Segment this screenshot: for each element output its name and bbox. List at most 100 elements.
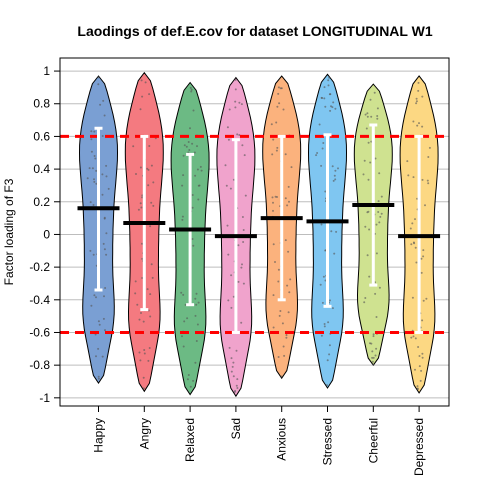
data-point	[422, 255, 425, 258]
data-point	[328, 353, 331, 356]
data-point	[415, 100, 418, 103]
data-point	[95, 182, 98, 185]
data-point	[315, 154, 318, 157]
data-point	[200, 169, 203, 172]
data-point	[230, 274, 233, 277]
data-point	[378, 221, 381, 224]
data-point	[417, 346, 420, 348]
data-point	[150, 263, 153, 266]
data-point	[194, 174, 197, 177]
data-point	[197, 301, 200, 304]
data-point	[149, 315, 152, 318]
data-point	[103, 295, 105, 298]
data-point	[238, 134, 241, 136]
data-point	[101, 173, 104, 176]
data-point	[135, 173, 137, 175]
reference-lines	[60, 134, 449, 334]
data-point	[362, 173, 365, 176]
data-point	[284, 153, 287, 156]
data-point	[189, 86, 192, 89]
data-point	[372, 363, 375, 366]
data-point	[140, 206, 143, 209]
data-point	[333, 252, 336, 255]
data-point	[227, 299, 230, 302]
data-point	[197, 198, 200, 201]
data-point	[277, 356, 280, 358]
data-point	[93, 294, 96, 297]
data-point	[226, 224, 229, 227]
data-point	[290, 166, 293, 169]
data-point	[418, 365, 421, 368]
data-point	[421, 352, 424, 355]
data-point	[97, 347, 100, 350]
data-point	[272, 243, 275, 246]
data-point	[240, 103, 243, 106]
data-point	[103, 248, 106, 251]
data-point	[151, 276, 154, 279]
data-point	[321, 97, 324, 99]
data-point	[226, 126, 229, 129]
data-point	[228, 108, 231, 111]
y-tick-label: -0.2	[29, 260, 50, 274]
data-point	[94, 333, 97, 336]
data-point	[93, 155, 96, 157]
data-point	[195, 303, 198, 306]
data-point	[320, 334, 323, 337]
data-point	[322, 142, 325, 144]
data-point	[282, 345, 285, 348]
data-point	[230, 357, 233, 360]
data-point	[198, 184, 201, 187]
data-point	[240, 266, 243, 269]
x-tick-label: Stressed	[321, 418, 335, 465]
data-point	[199, 165, 202, 168]
data-point	[101, 135, 104, 137]
data-point	[410, 243, 413, 246]
data-point	[277, 268, 280, 271]
data-point	[105, 253, 108, 256]
data-point	[375, 223, 378, 226]
data-point	[194, 297, 197, 300]
data-point	[150, 201, 153, 204]
data-point	[95, 355, 97, 358]
data-point	[374, 292, 377, 295]
data-point	[105, 175, 108, 178]
data-point	[194, 314, 197, 317]
data-point	[139, 166, 142, 169]
data-point	[415, 261, 418, 264]
data-point	[421, 125, 424, 128]
data-point	[182, 154, 185, 157]
data-point	[420, 257, 423, 260]
data-point	[191, 142, 194, 145]
x-tick-label: Happy	[92, 418, 106, 453]
data-point	[238, 101, 241, 104]
data-point	[181, 335, 183, 338]
data-point	[380, 212, 383, 215]
data-point	[224, 164, 227, 167]
data-point	[230, 306, 233, 309]
data-point	[371, 350, 374, 353]
data-point	[237, 280, 240, 283]
data-point	[152, 204, 155, 207]
data-point	[374, 157, 377, 160]
data-point	[284, 239, 287, 242]
data-point	[328, 344, 331, 347]
axis-layer: -1 -0.8 -0.6 -0.4 -0.2 0 0.2 0.4 0.6 0.8 1 Happy Ang…	[29, 64, 426, 476]
data-point	[242, 229, 245, 231]
data-point	[104, 329, 106, 332]
data-point	[186, 378, 189, 381]
x-tick-label: Depressed	[412, 418, 426, 476]
data-point	[149, 293, 152, 296]
data-point	[142, 320, 145, 323]
data-point	[97, 83, 100, 86]
data-point	[278, 102, 281, 105]
data-point	[364, 297, 367, 299]
data-point	[279, 310, 282, 312]
data-point	[237, 244, 240, 247]
data-point	[286, 284, 289, 287]
data-point	[182, 174, 185, 177]
data-point	[419, 379, 422, 382]
data-point	[369, 98, 372, 101]
data-point	[91, 167, 94, 170]
data-point	[363, 159, 366, 162]
data-point	[181, 215, 184, 218]
